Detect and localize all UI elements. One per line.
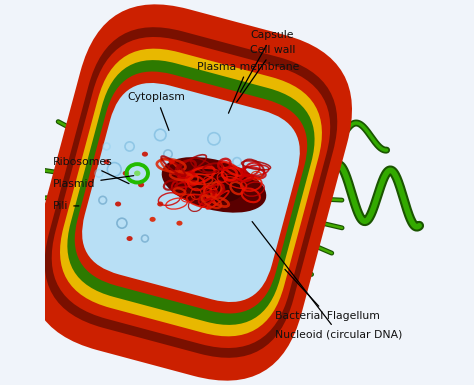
Ellipse shape bbox=[176, 221, 182, 226]
Ellipse shape bbox=[185, 167, 243, 202]
FancyBboxPatch shape bbox=[52, 37, 330, 348]
Text: Cytoplasm: Cytoplasm bbox=[128, 92, 185, 131]
Ellipse shape bbox=[134, 171, 140, 176]
FancyBboxPatch shape bbox=[45, 27, 337, 358]
Text: Plasma membrane: Plasma membrane bbox=[197, 62, 299, 113]
Ellipse shape bbox=[157, 201, 164, 206]
Text: Ribosomes: Ribosomes bbox=[53, 157, 129, 184]
Ellipse shape bbox=[103, 159, 109, 164]
FancyBboxPatch shape bbox=[82, 83, 300, 302]
Text: Nucleoid (circular DNA): Nucleoid (circular DNA) bbox=[252, 221, 403, 340]
Ellipse shape bbox=[169, 159, 175, 164]
Text: Cell wall: Cell wall bbox=[237, 45, 296, 102]
Text: Capsule: Capsule bbox=[240, 30, 294, 92]
Ellipse shape bbox=[142, 152, 148, 157]
Ellipse shape bbox=[162, 157, 266, 213]
FancyBboxPatch shape bbox=[60, 49, 322, 336]
Ellipse shape bbox=[138, 182, 144, 187]
Text: Pili: Pili bbox=[53, 201, 79, 211]
FancyBboxPatch shape bbox=[30, 4, 352, 381]
Ellipse shape bbox=[127, 236, 133, 241]
Text: Plasmid: Plasmid bbox=[53, 176, 134, 189]
FancyBboxPatch shape bbox=[75, 72, 307, 313]
Text: Bacterial Flagellum: Bacterial Flagellum bbox=[275, 270, 380, 321]
Ellipse shape bbox=[123, 171, 129, 176]
Ellipse shape bbox=[149, 217, 155, 222]
FancyBboxPatch shape bbox=[67, 60, 315, 325]
Ellipse shape bbox=[115, 201, 121, 206]
